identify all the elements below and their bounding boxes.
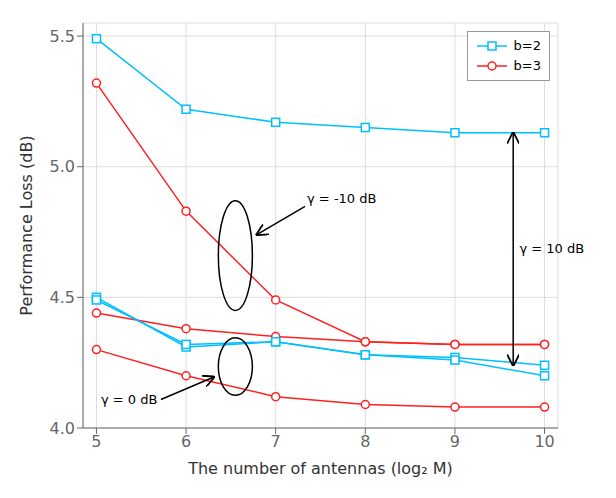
svg-text:4.0: 4.0 <box>50 419 75 438</box>
svg-text:10: 10 <box>534 432 554 451</box>
svg-text:5.0: 5.0 <box>50 157 75 176</box>
svg-text:7: 7 <box>271 432 281 451</box>
svg-text:8: 8 <box>360 432 370 451</box>
svg-text:5.5: 5.5 <box>50 27 75 46</box>
svg-text:4.5: 4.5 <box>50 288 75 307</box>
html-text:b=2: b=2 <box>513 38 541 53</box>
svg-text:Performance Loss (dB): Performance Loss (dB) <box>17 135 36 315</box>
svg-text:γ = -10 dB: γ = -10 dB <box>307 191 376 206</box>
svg-text:5: 5 <box>91 432 101 451</box>
svg-text:9: 9 <box>450 432 460 451</box>
svg-text:γ = 10 dB: γ = 10 dB <box>519 241 584 256</box>
svg-text:The number of antennas (log₂ M: The number of antennas (log₂ M) <box>187 459 453 478</box>
svg-text:6: 6 <box>181 432 191 451</box>
html-text:b=3: b=3 <box>513 58 541 73</box>
svg-text:γ = 0 dB: γ = 0 dB <box>101 392 157 407</box>
